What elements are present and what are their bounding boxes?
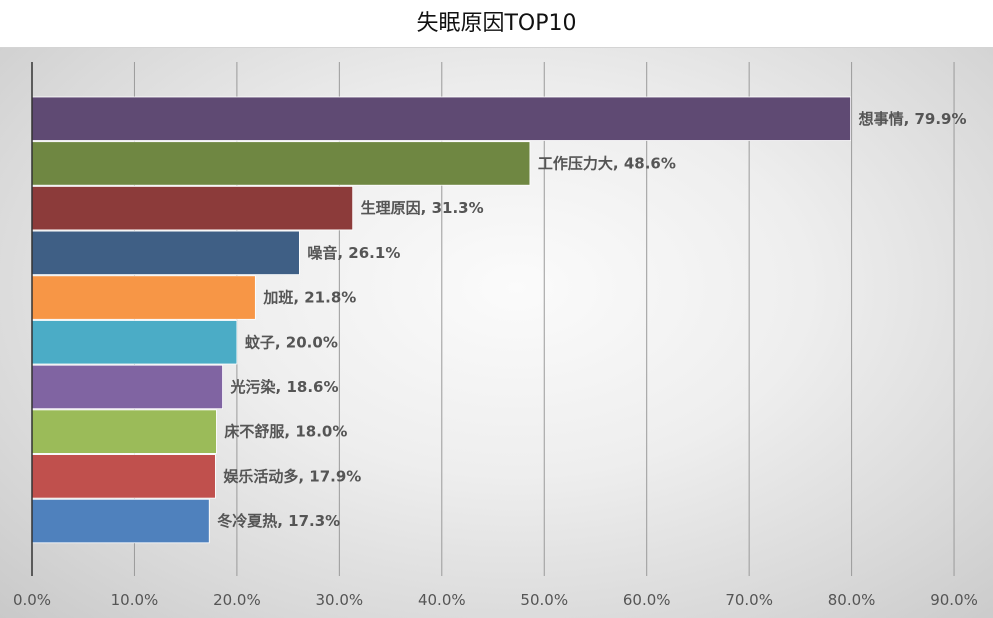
chart-title: 失眠原因TOP10 xyxy=(0,0,993,48)
x-tick-label: 30.0% xyxy=(316,591,364,609)
x-tick-label: 70.0% xyxy=(725,591,773,609)
data-label: 工作压力大, 48.6% xyxy=(538,154,676,172)
data-label: 床不舒服, 18.0% xyxy=(224,423,347,441)
x-tick-label: 40.0% xyxy=(418,591,466,609)
bar xyxy=(31,454,216,499)
data-label: 噪音, 26.1% xyxy=(307,244,400,262)
bar xyxy=(31,96,851,141)
data-label: 冬冷夏热, 17.3% xyxy=(217,512,340,530)
x-tick-label: 50.0% xyxy=(520,591,568,609)
bar xyxy=(31,185,354,231)
x-tick-label: 20.0% xyxy=(213,591,261,609)
data-label: 娱乐活动多, 17.9% xyxy=(223,467,361,485)
bar xyxy=(31,141,531,186)
bar xyxy=(31,409,217,454)
bar xyxy=(31,230,300,276)
x-tick-label: 10.0% xyxy=(111,591,159,609)
x-tick-label: 90.0% xyxy=(930,591,978,609)
bar xyxy=(31,275,256,320)
data-label: 光污染, 18.6% xyxy=(230,378,339,396)
data-label: 蚊子, 20.0% xyxy=(245,333,338,351)
x-tick-label: 0.0% xyxy=(13,591,51,609)
data-label: 加班, 21.8% xyxy=(262,289,356,307)
x-tick-label: 80.0% xyxy=(828,591,876,609)
bar xyxy=(31,364,223,410)
data-label: 生理原因, 31.3% xyxy=(361,199,484,217)
bar xyxy=(31,320,238,365)
data-label: 想事情, 79.9% xyxy=(858,110,967,128)
bar xyxy=(31,498,210,544)
x-tick-label: 60.0% xyxy=(623,591,671,609)
